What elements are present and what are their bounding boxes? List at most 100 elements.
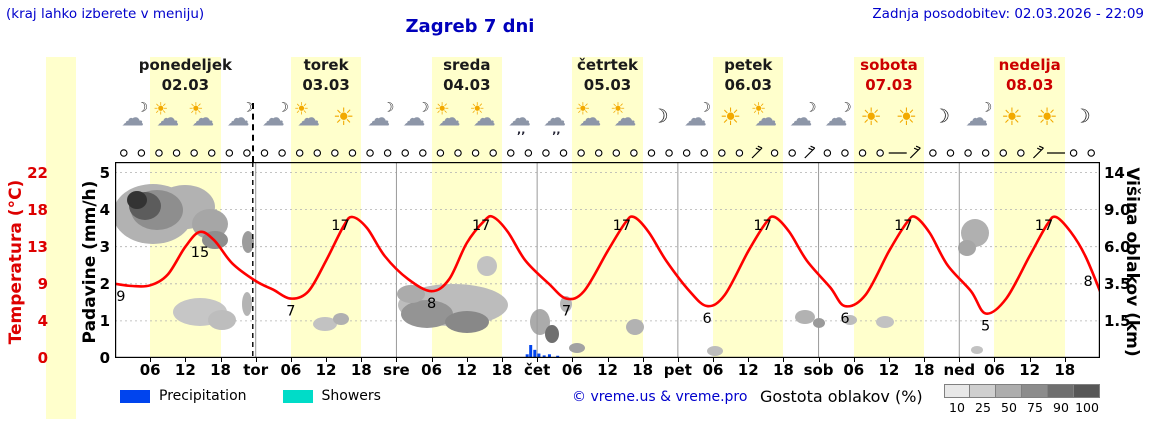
temperature-annotation: 6 [703, 311, 712, 327]
rain-tick-label: 0 [99, 349, 110, 367]
sun-icon: ☀ [1001, 103, 1023, 131]
cloud-cover-symbol [594, 149, 603, 157]
precipitation-axis-label: Padavine (mm/h) [80, 180, 100, 344]
x-tick-mark [994, 358, 996, 362]
cloudh-tick-label: 9.0 [1104, 200, 1131, 219]
x-tick-label: 06 [280, 361, 302, 379]
day-date: 05.03 [583, 76, 632, 94]
x-tick-label: 06 [843, 361, 865, 379]
cloud-cover-symbol [1017, 149, 1025, 157]
cloud-blob [707, 346, 723, 356]
density-swatch-75: 75 [1022, 384, 1048, 415]
cloud-cover-symbol [295, 149, 304, 157]
temp-tick-label: 0 [37, 349, 48, 367]
sun-cloud-icon: ☀ ☁ [751, 99, 778, 132]
cloud-cover-symbol [700, 149, 708, 157]
wind-barb-flag [915, 145, 921, 149]
cloud-cover-symbol [665, 149, 673, 157]
cloud-cover-symbol [243, 149, 251, 157]
x-tick-label: 12 [597, 361, 618, 379]
wind-barb-flag [913, 147, 919, 151]
sun-cloud-icon: ☀ ☁ [469, 99, 496, 132]
cloud-moon-icon: ☽ ☁ [824, 100, 852, 132]
cloud-cover-symbol [682, 149, 691, 157]
day-header-sobota: sobota 07.03 [819, 55, 960, 95]
wind-barb-flag [757, 145, 763, 149]
cloud-cover-symbol [788, 149, 796, 157]
temperature-annotation: 15 [191, 245, 209, 261]
showers-swatch [282, 389, 313, 403]
showers-legend-label: Showers [321, 388, 381, 404]
cloud-cover-symbol [735, 149, 744, 157]
menu-hint[interactable]: (kraj lahko izberete v meniju) [6, 6, 205, 22]
x-tick-mark [326, 358, 328, 362]
sun-cloud-icon: ☀ ☁ [153, 99, 180, 132]
temperature-annotation: 7 [286, 304, 295, 320]
cloud-blob [208, 310, 236, 330]
now-line-upper [252, 103, 254, 162]
day-header-sreda: sreda 04.03 [396, 55, 537, 95]
daylight-band [994, 57, 1065, 358]
density-color [1048, 384, 1074, 398]
day-name: sobota [860, 56, 918, 74]
x-tick-label: ned [943, 361, 976, 379]
cloud-cover-symbol [612, 149, 621, 157]
cloud-cover-symbol [542, 149, 550, 157]
wind-barb [1033, 147, 1044, 159]
cloud-blob [626, 319, 644, 335]
precip-bar [547, 354, 551, 358]
density-color [1074, 384, 1100, 398]
day-name: nedelja [998, 56, 1061, 74]
cloud-cover-symbol [929, 149, 937, 157]
x-tick-label: 18 [210, 361, 231, 379]
cloud-cover-symbol [507, 149, 515, 157]
sun-cloud-icon: ☀ ☁ [434, 99, 461, 132]
cloud-cover-symbol [841, 149, 849, 157]
density-swatch-25: 25 [970, 384, 996, 415]
day-date: 02.03 [161, 76, 210, 94]
density-value: 50 [1001, 400, 1017, 415]
x-tick-label: pet [663, 361, 692, 379]
cloud-blob [795, 310, 815, 324]
x-tick-mark [677, 358, 679, 362]
copyright-link[interactable]: © vreme.us & vreme.pro [572, 389, 748, 405]
density-swatch-100: 100 [1074, 384, 1100, 415]
sun-icon: ☀ [719, 103, 742, 131]
cloud-blob [242, 231, 254, 253]
temperature-annotation: 6 [840, 311, 849, 327]
x-tick-mark [185, 358, 187, 362]
weather-icons-row: ☽ ☁ ☀ ☁ ☀ ☁ ☽ ☁ ☽ ☁ ☀ ☁ ☀ ☽ ☁ ☽ ☁ ☀ ☁ ☀ ☁ ☁,, ☁,, ☀ ☁ ☀ ☁ ☽ ☽ ☁ ☀ ☀ ☁ ☽ ☁ ☽… [115, 99, 1100, 135]
cloud-blob [843, 315, 857, 325]
cloud-blob [445, 311, 489, 333]
cloud-cover-symbol [489, 149, 497, 157]
temperature-annotation: 7 [562, 304, 571, 320]
x-tick-mark [150, 358, 152, 362]
cloud-cover-symbol [876, 149, 884, 157]
cloud-cover-symbol [137, 149, 146, 157]
density-swatch-90: 90 [1048, 384, 1074, 415]
x-tick-mark [537, 358, 539, 362]
cloud-moon-icon: ☽ ☁ [226, 100, 254, 132]
day-header-torek: torek 03.03 [256, 55, 397, 95]
x-tick-label: sob [803, 361, 834, 379]
rain-tick-label: 2 [99, 274, 110, 293]
daylight-band [713, 57, 784, 358]
x-tick-label: 06 [702, 361, 724, 379]
cloud-blob [876, 316, 894, 328]
wind-barb [804, 147, 816, 159]
x-tick-label: 18 [632, 361, 654, 379]
cloud-cover-symbol [946, 149, 955, 157]
cloud-cover-symbol [999, 149, 1008, 157]
temp-tick-label: 18 [27, 200, 48, 219]
cloud-cover-symbol [524, 149, 533, 157]
temperature-annotation: 9 [116, 289, 125, 305]
temperature-annotation: 5 [981, 318, 990, 334]
daylight-band [290, 57, 362, 358]
cloud-rain-icon: ☁,, [543, 105, 567, 137]
rain-tick-label: 3 [99, 237, 110, 256]
density-swatch-10: 10 [944, 384, 970, 415]
x-tick-label: 06 [139, 361, 161, 379]
day-name: sreda [443, 56, 491, 74]
cloudh-tick-label: 1.5 [1104, 311, 1131, 330]
day-headers: ponedeljek 02.03 torek 03.03 sreda 04.03 četrt… [115, 55, 1100, 95]
